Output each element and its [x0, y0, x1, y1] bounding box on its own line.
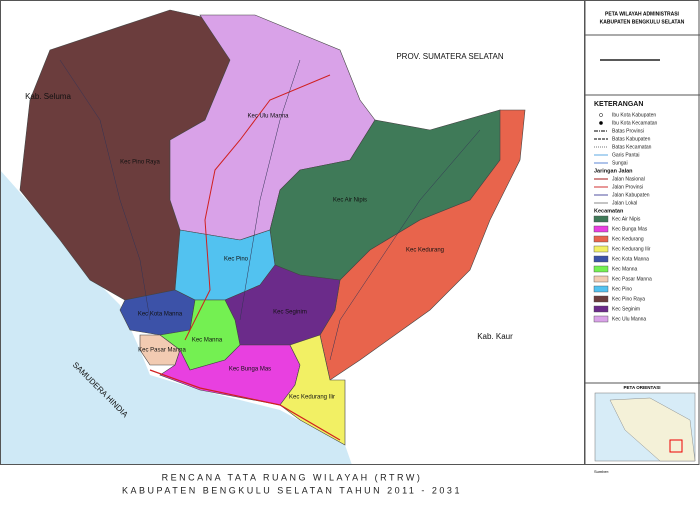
legend-label: Kec Seginim	[612, 306, 640, 312]
districts	[19, 9, 526, 446]
district-label: Kec Ulu Manna	[247, 114, 289, 120]
legend-panel	[584, 0, 700, 465]
legend-label: Kec Kedurang Ilir	[612, 246, 651, 252]
district-label: Kec Air Nipis	[333, 198, 367, 204]
source-label: Sumber:	[594, 469, 609, 474]
legend-label: Jalan Lokal	[612, 200, 637, 206]
river	[329, 129, 481, 361]
legend-label: Kec Pino	[612, 286, 632, 292]
legend-label: Kec Bunga Mas	[612, 226, 648, 232]
panel-title: PETA WILAYAH ADMINISTRASI	[605, 11, 680, 17]
district-label: Kec Bunga Mas	[229, 367, 271, 373]
legend-symbol	[599, 113, 603, 117]
legend-label: Kec Kedurang	[612, 236, 644, 242]
legend-label: Ibu Kota Kecamatan	[612, 120, 658, 126]
district-label: Kec Pino Raya	[120, 160, 160, 166]
district-label: Kec Pasar Manna	[138, 348, 186, 354]
legend-heading: Jaringan Jalan	[594, 168, 633, 174]
legend-swatch	[593, 235, 609, 243]
legend-label: Garis Pantai	[612, 152, 640, 158]
river	[239, 59, 301, 321]
river	[59, 59, 151, 321]
legend-swatch	[593, 295, 609, 303]
legend-label: Jalan Kabupaten	[612, 192, 650, 198]
legend-swatch	[593, 265, 609, 273]
inset-land	[609, 397, 696, 462]
legend-heading: Kecamatan	[594, 208, 624, 214]
area-label: Kab. Kaur	[477, 332, 513, 341]
plan-title: RENCANA TATA RUANG WILAYAH (RTRW)	[162, 472, 423, 482]
district-label: Kec Kedurang Ilir	[289, 395, 335, 401]
legend-label: Kec Ulu Manna	[612, 316, 646, 322]
legend-swatch	[593, 315, 609, 323]
sea	[0, 170, 352, 465]
legend-label: Jalan Provinsi	[612, 184, 643, 190]
legend-label: Batas Kabupaten	[612, 136, 651, 142]
legend-label: Kec Pino Raya	[612, 296, 645, 302]
district-area	[279, 334, 346, 446]
legend: Ibu Kota Kabupaten Ibu Kota Kecamatan Bata…	[593, 112, 658, 323]
legend-label: Kec Kota Manna	[612, 256, 649, 262]
district-label: Kec Kota Manna	[138, 312, 183, 318]
legend-label: Kec Manna	[612, 266, 638, 272]
legend-swatch	[593, 255, 609, 263]
plan-title: KABUPATEN BENGKULU SELATAN TAHUN 2011 - …	[122, 485, 462, 495]
legend-label: Ibu Kota Kabupaten	[612, 112, 656, 118]
legend-label: Batas Provinsi	[612, 128, 644, 134]
district-label: Kec Kedurang	[406, 248, 444, 254]
district-label: Kec Seginim	[273, 310, 307, 316]
legend-swatch	[593, 285, 609, 293]
legend-title: KETERANGAN	[594, 101, 643, 108]
legend-label: Kec Pasar Manna	[612, 276, 652, 282]
district-label: Kec Pino	[224, 257, 249, 263]
legend-swatch	[593, 245, 609, 253]
inset-highlight	[669, 439, 683, 453]
legend-swatch	[593, 305, 609, 313]
inset-title: PETA ORIENTASI	[624, 385, 661, 390]
legend-label: Batas Kecamatan	[612, 144, 652, 150]
area-label: PROV. SUMATERA SELATAN	[396, 52, 504, 61]
district-label: Kec Manna	[192, 338, 223, 344]
panel-title: KABUPATEN BENGKULU SELATAN	[600, 19, 685, 25]
legend-swatch	[593, 225, 609, 233]
legend-label: Kec Air Nipis	[612, 216, 641, 222]
legend-symbol	[599, 121, 603, 125]
legend-swatch	[593, 275, 609, 283]
legend-label: Sungai	[612, 160, 628, 166]
province-road	[184, 74, 331, 341]
area-label: Kab. Seluma	[25, 92, 71, 101]
national-road	[149, 369, 341, 441]
legend-label: Jalan Nasional	[612, 176, 645, 182]
legend-swatch	[593, 215, 609, 223]
